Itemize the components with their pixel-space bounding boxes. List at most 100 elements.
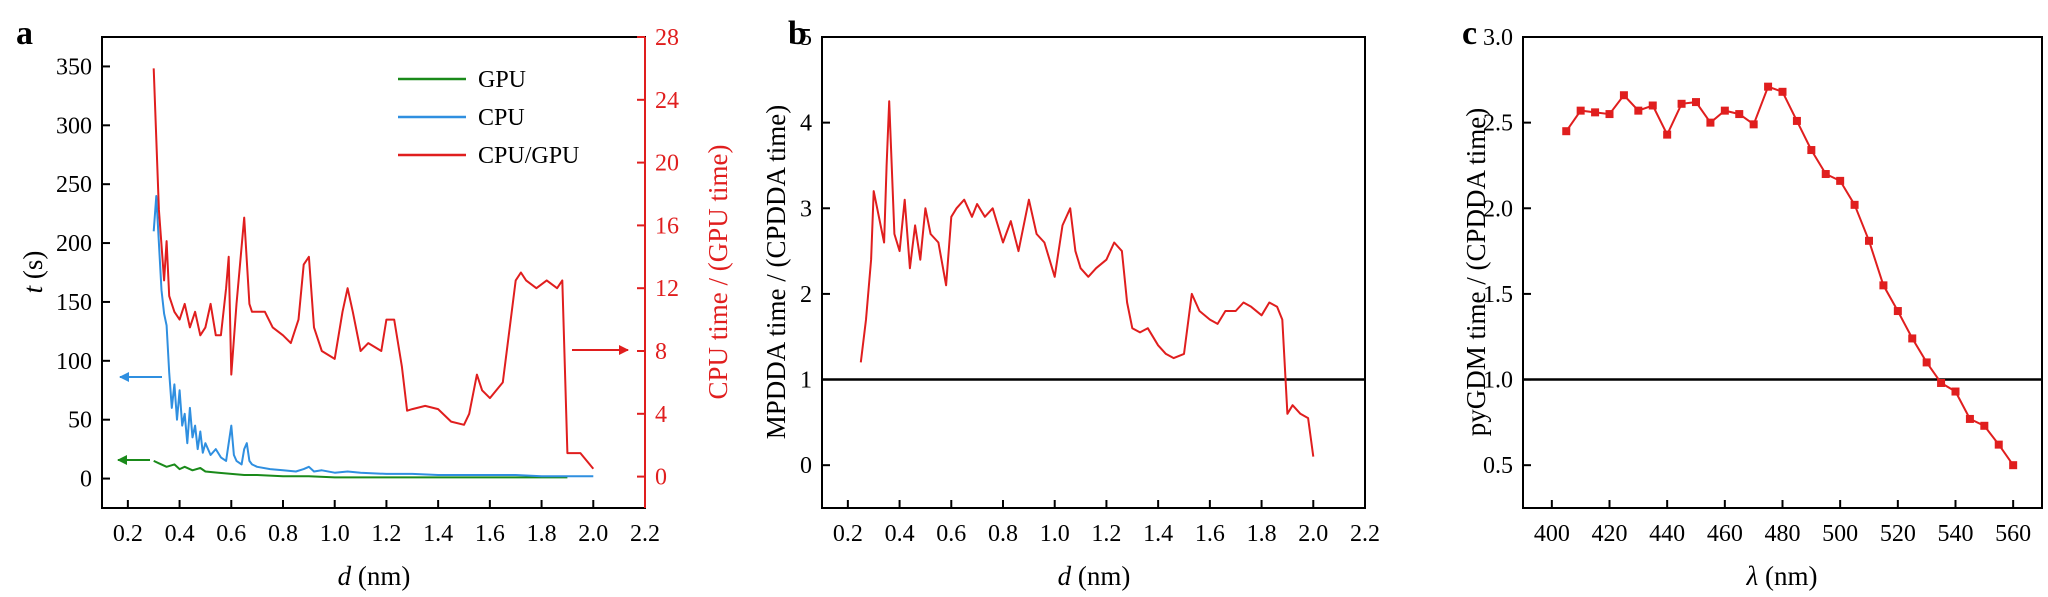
- legend-ratio-label: CPU/GPU: [478, 143, 579, 169]
- panel-c-ylabel: pyGDM time / (CPDDA time): [1461, 108, 1491, 437]
- panel-c-data-point: [1648, 101, 1657, 110]
- panel-c-xtick-label: 420: [1592, 521, 1628, 547]
- panel-a-xtick-label: 0.8: [268, 521, 298, 547]
- panel-a-yticks-label: 250: [56, 172, 92, 198]
- panel-c-data-point: [1749, 120, 1758, 129]
- panel-c-data-point: [1778, 87, 1787, 96]
- panel-b-series-line: [859, 100, 1315, 457]
- panel-b-ylabel: MPDDA time / (CPDDA time): [761, 105, 791, 440]
- panel-c-xtick-label: 520: [1880, 521, 1916, 547]
- panel-c-data-point: [1821, 170, 1830, 179]
- panel-a-xlabel: d (nm): [338, 561, 411, 591]
- panel-b-yticks-label: 0: [800, 453, 812, 479]
- panel-c-data-point: [1908, 334, 1917, 343]
- legend-cpu-label: CPU: [478, 105, 525, 131]
- panel-c-data-point: [2009, 461, 2018, 470]
- panel-c-data-point: [1994, 440, 2003, 449]
- panel-b-xtick-label: 0.4: [885, 521, 915, 547]
- panel-c-xtick-label: 460: [1707, 521, 1743, 547]
- panel-c-data-point: [1764, 82, 1773, 91]
- panel-a-xtick-label: 0.2: [113, 521, 143, 547]
- panel-c-data-point: [1792, 116, 1801, 125]
- panel-b-yticks-label: 5: [800, 25, 812, 51]
- panel-a-y2ticks-label: 20: [655, 151, 679, 177]
- panel-b-yticks-label: 1: [800, 368, 812, 394]
- panel-a-xtick-label: 1.4: [423, 521, 453, 547]
- gpu-series-line: [153, 459, 568, 479]
- panel-c-data-point: [1720, 106, 1729, 115]
- panel-b-xtick-label: 1.2: [1091, 521, 1121, 547]
- panel-c-series-line: [1565, 85, 2015, 466]
- panel-c-data-point: [1634, 106, 1643, 115]
- panel-a-xtick-label: 0.4: [165, 521, 195, 547]
- panel-a-yticks-label: 100: [56, 349, 92, 375]
- panel-a-legend: GPU CPU CPU/GPU: [398, 67, 579, 169]
- panel-a-ylabel: t (s): [18, 251, 48, 294]
- panel-a-yticks-label: 300: [56, 113, 92, 139]
- panel-a-yticks-label: 0: [80, 467, 92, 493]
- panel-c-data-point: [1807, 146, 1816, 155]
- panel-c-yticks-label: 0.5: [1483, 453, 1513, 479]
- panel-a-xtick-label: 2.0: [578, 521, 608, 547]
- panel-c-data-point: [1619, 91, 1628, 100]
- panel-c-data-point: [1677, 99, 1686, 108]
- panel-c-data-point: [1706, 118, 1715, 127]
- panel-c-yticks-label: 1.0: [1483, 368, 1513, 394]
- panel-c-xtick-label: 400: [1534, 521, 1570, 547]
- panel-a-y2ticks-label: 4: [655, 402, 667, 428]
- panel-c-data-point: [1980, 421, 1989, 430]
- panel-b-xtick-label: 1.0: [1040, 521, 1070, 547]
- panel-c-data-point: [1850, 200, 1859, 209]
- panel-c-data-point: [1692, 98, 1700, 107]
- panel-b-yticks-label: 3: [800, 196, 812, 222]
- panel-c-chart: c 400 420 440 460 480 500 520 540 560 0.5 1.0 1.5 2.…: [1461, 15, 2043, 591]
- panel-c-data-point: [1865, 236, 1873, 245]
- panel-b-yticks-label: 4: [800, 111, 812, 137]
- legend-gpu-label: GPU: [478, 67, 526, 93]
- panel-c-data-point: [1562, 127, 1571, 136]
- panel-c-data-point: [1965, 414, 1974, 423]
- panel-a-xtick-label: 1.2: [371, 521, 401, 547]
- panel-c-data-point: [1951, 387, 1960, 396]
- panel-b-plot-frame: [821, 36, 1366, 509]
- panel-b-xtick-label: 0.6: [936, 521, 966, 547]
- panel-b-chart: b 0.2 0.4 0.6 0.8 1.0 1.2 1.4 1.6 1.8 2.0 2.2 0 1 2 3 4…: [761, 15, 1380, 591]
- panel-c-yticks-label: 2.5: [1483, 111, 1513, 137]
- panel-c-data-point: [1605, 110, 1614, 119]
- panel-a-yticks-label: 50: [68, 408, 92, 434]
- panel-a-chart: a 0.2 0.4 0.6 0.8 1.0 1.2 1.4 1.6 1.8 2.0 2.2 0 50 10…: [16, 15, 733, 591]
- panel-a-y2label: CPU time / (GPU time): [703, 145, 733, 400]
- panel-a-plot-frame: [101, 36, 646, 509]
- panel-a-xtick-label: 0.6: [216, 521, 246, 547]
- panel-c-yticks-label: 3.0: [1483, 25, 1513, 51]
- panel-c-yticks-label: 2.0: [1483, 196, 1513, 222]
- panel-c-xtick-label: 560: [1995, 521, 2031, 547]
- panel-c-data-point: [1922, 358, 1931, 367]
- panel-a-xtick-label: 1.6: [475, 521, 505, 547]
- panel-b-xtick-label: 2.0: [1298, 521, 1328, 547]
- panel-a-y2ticks-label: 16: [655, 213, 679, 239]
- panel-a-y2ticks-label: 28: [655, 25, 679, 51]
- panel-a-yticks-label: 350: [56, 54, 92, 80]
- panel-c-data-point: [1879, 281, 1888, 290]
- panel-c-xtick-label: 500: [1822, 521, 1858, 547]
- panel-c-data-point: [1836, 176, 1845, 185]
- panel-c-plot-frame: [1522, 36, 2043, 509]
- panel-a-y2ticks-label: 24: [655, 88, 679, 114]
- panel-a-yticks-label: 200: [56, 231, 92, 257]
- panel-a-yticks-label: 150: [56, 290, 92, 316]
- panel-b-xtick-label: 0.8: [988, 521, 1018, 547]
- panel-a-xtick-label: 2.2: [630, 521, 660, 547]
- panel-b-xtick-label: 1.6: [1195, 521, 1225, 547]
- panel-c-xtick-label: 440: [1649, 521, 1685, 547]
- panel-c-data-point: [1576, 106, 1585, 115]
- panel-a-xtick-label: 1.0: [320, 521, 350, 547]
- panel-c-xtick-label: 540: [1938, 521, 1974, 547]
- panel-b-xlabel: d (nm): [1058, 561, 1131, 591]
- panel-a-y2ticks-label: 12: [655, 276, 679, 302]
- panel-c-yticks-label: 1.5: [1483, 282, 1513, 308]
- panel-c-data-point: [1735, 110, 1744, 119]
- panel-c-xtick-label: 480: [1765, 521, 1801, 547]
- panel-c-data-point: [1893, 307, 1902, 316]
